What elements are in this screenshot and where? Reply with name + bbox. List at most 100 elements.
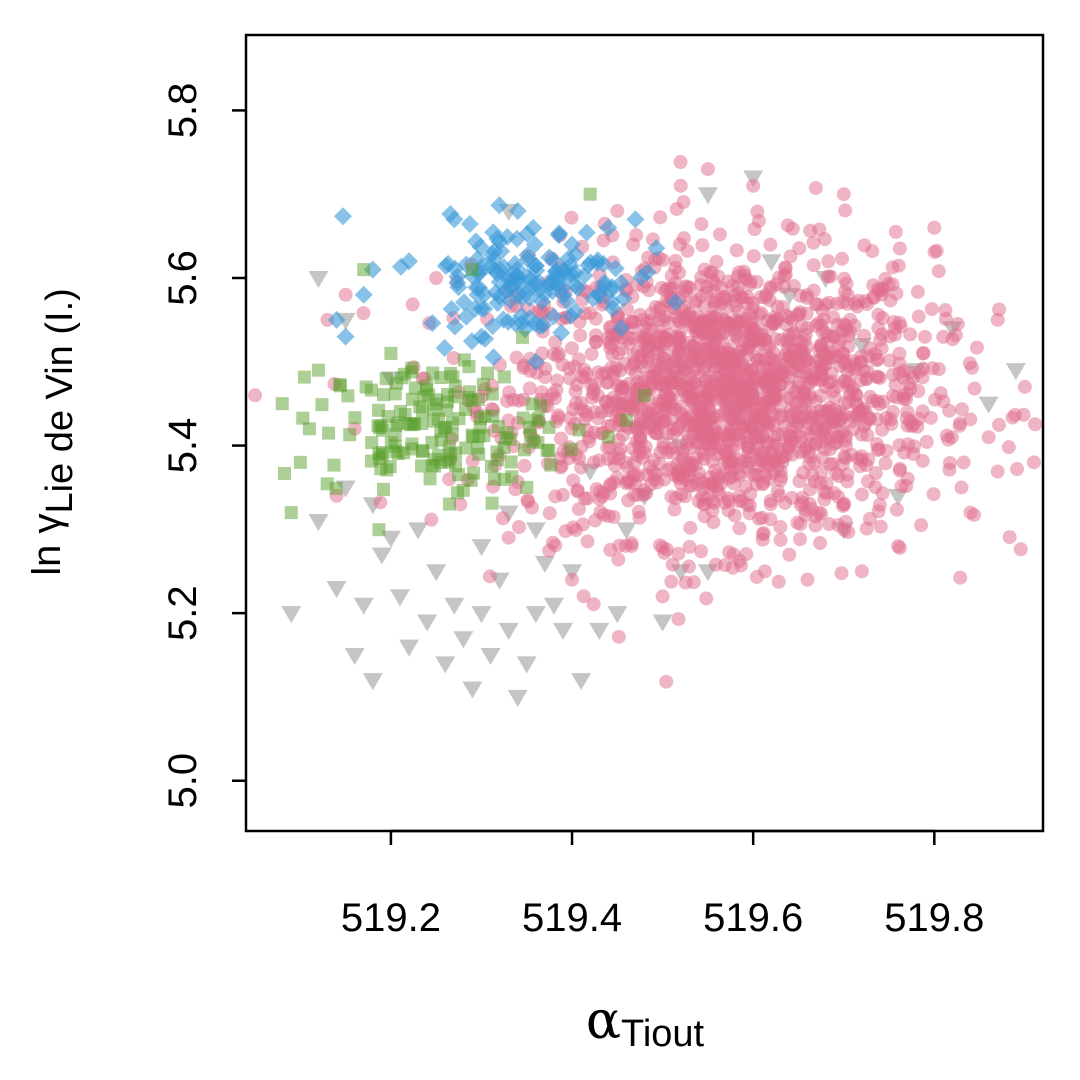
square-point [534,399,548,413]
circle-point [848,362,863,377]
circle-point [356,306,371,321]
circle-point [942,462,957,477]
circle-point [892,463,907,478]
square-point [322,426,336,440]
circle-point [571,502,586,517]
circle-point [815,303,830,318]
diamond-point [490,196,509,215]
circle-point [889,390,904,405]
circle-point [806,235,821,250]
circle-point [718,292,733,307]
circle-point [834,566,849,581]
circle-point [838,438,853,453]
circle-point [656,414,671,429]
diamond-point [498,227,517,246]
circle-point [990,312,1005,327]
circle-point [673,178,688,193]
circle-point [823,457,838,472]
circle-point [954,402,969,417]
diamond-point [442,300,461,319]
circle-point [743,326,758,341]
circle-point [952,418,967,433]
circle-point [871,307,886,322]
circle-point [746,178,761,193]
circle-point [676,231,691,246]
circle-point [969,340,984,355]
circle-point [887,320,902,335]
circle-point [866,290,881,305]
circle-point [653,210,668,225]
circle-point [666,402,681,417]
square-point [365,436,379,450]
circle-point [736,419,751,434]
square-point [520,480,534,494]
circle-point [837,523,852,538]
circle-point [906,439,921,454]
square-point [377,388,391,402]
circle-point [673,155,688,170]
circle-point [763,497,778,512]
circle-point [888,224,903,239]
square-point [485,496,499,510]
circle-point [836,496,851,511]
circle-point [610,203,625,218]
square-point [419,383,433,397]
circle-point [869,369,884,384]
triangle-point [552,622,573,640]
circle-point [657,309,672,324]
circle-point [1017,379,1032,394]
circle-point [869,353,884,368]
circle-point [576,589,591,604]
diamond-point [484,348,503,367]
circle-point [684,388,699,403]
circle-point [992,302,1007,317]
circle-point [570,484,585,499]
circle-point [809,509,824,524]
circle-point [555,357,570,372]
diamond-point [499,312,518,331]
circle-point [757,375,772,390]
circle-point [694,544,709,559]
circle-point [658,283,673,298]
circle-point [689,293,704,308]
circle-point [927,220,942,235]
diamond-point [423,314,442,333]
y-axis: 5.0 5.2 5.4 5.6 5.8 [161,83,246,809]
circle-point [942,403,957,418]
triangle-point [308,270,329,288]
circle-point [429,270,444,285]
square-point [442,455,456,469]
circle-point [782,390,797,405]
circle-point [931,264,946,279]
circle-point [763,237,778,252]
circle-point [746,296,761,311]
circle-point [728,298,743,313]
circle-point [857,238,872,253]
circle-point [874,341,889,356]
circle-point [664,441,679,456]
diamond-point [508,229,527,248]
circle-point [738,362,753,377]
circle-point [892,438,907,453]
circle-point [600,418,615,433]
square-point [428,452,442,466]
circle-point [664,574,679,589]
triangle-point [761,254,782,272]
square-point [481,366,495,380]
circle-point [603,486,618,501]
diamond-point [647,239,666,258]
circle-point [684,478,699,493]
diamond-point [333,207,352,226]
circle-point [795,495,810,510]
circle-point [745,390,760,405]
y-tick-label: 5.8 [161,83,205,139]
circle-point [552,346,567,361]
diamond-point [460,214,479,233]
square-point [415,417,429,431]
circle-point [643,416,658,431]
circle-point [718,558,733,573]
circle-point [548,489,563,504]
circle-point [635,450,650,465]
circle-point [830,379,845,394]
triangle-point [652,614,673,632]
